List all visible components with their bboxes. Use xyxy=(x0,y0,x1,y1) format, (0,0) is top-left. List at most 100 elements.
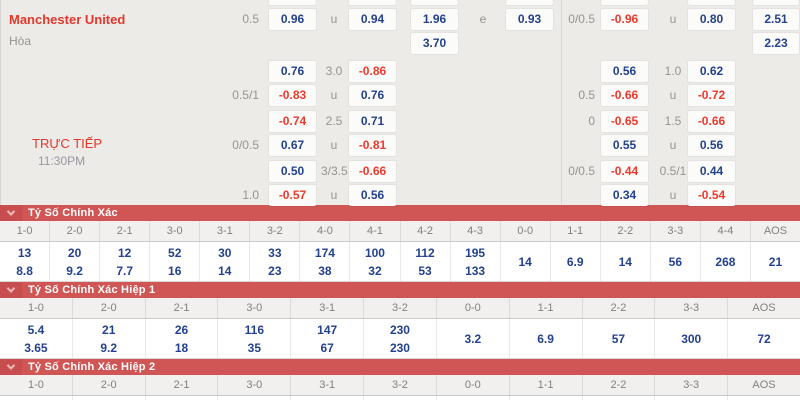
odds-box[interactable]: 0.76 xyxy=(269,61,316,82)
score-column-header: 4-2 xyxy=(399,221,450,241)
chevron-down-icon xyxy=(6,284,16,293)
score-odds-cell[interactable]: 21 9.2 xyxy=(71,319,145,358)
score-odds-cell[interactable]: 30 14 xyxy=(199,242,249,281)
collapse-toggle[interactable] xyxy=(0,282,22,298)
handicap-label: 1.5 xyxy=(664,114,682,128)
odds-box[interactable]: 0.56 xyxy=(601,61,648,82)
score-odds-cell[interactable]: 14 xyxy=(499,242,550,281)
score-odds-cell[interactable]: 6.9 xyxy=(549,242,600,281)
odds-box[interactable]: -0.57 xyxy=(269,185,316,206)
odds-box[interactable]: -0.44 xyxy=(601,161,648,182)
odds-box[interactable]: 0.80 xyxy=(688,9,735,30)
score-odds-cell[interactable] xyxy=(727,396,800,400)
collapse-toggle[interactable] xyxy=(0,359,22,375)
odds-box-partial[interactable] xyxy=(269,0,316,5)
score-odds-cell[interactable]: 230 230 xyxy=(363,319,436,358)
score-odds-cell[interactable]: 26 18 xyxy=(144,319,218,358)
score-odds-cell[interactable] xyxy=(508,396,582,400)
score-odds-cell[interactable]: 33 23 xyxy=(249,242,299,281)
score-odds-cell[interactable]: 52 16 xyxy=(149,242,199,281)
odds-box[interactable]: 0.50 xyxy=(269,161,316,182)
score-odds-cell[interactable] xyxy=(0,396,72,400)
odds-box-partial[interactable] xyxy=(601,0,648,5)
score-odds-cell[interactable]: 195 133 xyxy=(449,242,500,281)
score-odds-cell[interactable]: 174 38 xyxy=(299,242,349,281)
score-odds-value: 133 xyxy=(465,263,486,278)
section-header-bar[interactable]: Tỷ Số Chính Xác Hiệp 2 xyxy=(0,359,800,375)
score-odds-cell[interactable]: 21 xyxy=(749,242,800,281)
odds-box[interactable]: 0.93 xyxy=(506,9,553,30)
score-odds-cell[interactable] xyxy=(217,396,290,400)
collapse-toggle[interactable] xyxy=(0,205,22,221)
score-odds-cell[interactable]: 72 xyxy=(727,319,800,358)
section-header-bar[interactable]: Tỷ Số Chính Xác Hiệp 1 xyxy=(0,282,800,298)
score-odds-value: 116 xyxy=(244,322,265,337)
score-odds-cell[interactable]: 116 35 xyxy=(217,319,290,358)
score-odds-cell[interactable] xyxy=(581,396,655,400)
score-odds-value: 57 xyxy=(611,331,626,346)
handicap-label: 0 xyxy=(588,114,595,128)
odds-box-partial[interactable] xyxy=(688,0,735,5)
odds-box-partial[interactable] xyxy=(349,0,396,5)
score-odds-cell[interactable]: 300 xyxy=(654,319,727,358)
odds-box[interactable]: -0.83 xyxy=(269,85,316,106)
odds-box[interactable]: 0.71 xyxy=(349,111,396,132)
score-odds-value: 14 xyxy=(618,254,632,269)
odds-box[interactable]: -0.65 xyxy=(601,111,648,132)
handicap-label: 0.5/1 xyxy=(232,88,259,102)
score-odds-cell[interactable]: 14 xyxy=(599,242,650,281)
odds-box[interactable]: 2.23 xyxy=(753,33,799,54)
odds-box[interactable]: -0.54 xyxy=(688,185,735,206)
score-odds-cell[interactable]: 57 xyxy=(581,319,655,358)
score-odds-cell[interactable] xyxy=(144,396,218,400)
score-odds-cell[interactable] xyxy=(363,396,436,400)
score-column-header: 2-1 xyxy=(99,221,149,241)
odds-box[interactable]: -0.66 xyxy=(601,85,648,106)
odds-box-partial[interactable] xyxy=(506,0,553,5)
odds-box[interactable]: 0.55 xyxy=(601,135,648,156)
score-odds-cell[interactable]: 56 xyxy=(649,242,700,281)
odds-box[interactable]: -0.66 xyxy=(349,161,396,182)
odds-box[interactable]: 0.62 xyxy=(688,61,735,82)
odds-box[interactable]: -0.86 xyxy=(349,61,396,82)
score-odds-cell[interactable]: 112 53 xyxy=(399,242,450,281)
score-odds-value: 35 xyxy=(247,340,262,355)
odds-box[interactable]: -0.74 xyxy=(269,111,316,132)
odds-box[interactable]: 0.44 xyxy=(688,161,735,182)
odds-box[interactable]: 0.96 xyxy=(269,9,316,30)
score-odds-value: 6.9 xyxy=(566,254,584,269)
odds-box[interactable]: 0.94 xyxy=(349,9,396,30)
section-header-bar[interactable]: Tỷ Số Chính Xác xyxy=(0,205,800,221)
odds-box[interactable]: 0.56 xyxy=(349,185,396,206)
score-odds-cell[interactable]: 13 8.8 xyxy=(0,242,49,281)
score-odds-cell[interactable] xyxy=(435,396,509,400)
odds-box[interactable]: -0.81 xyxy=(349,135,396,156)
odds-box[interactable]: 1.96 xyxy=(411,9,458,30)
odds-box[interactable]: -0.66 xyxy=(688,111,735,132)
odds-box-partial[interactable] xyxy=(753,0,799,5)
score-column-header: 3-1 xyxy=(199,221,249,241)
odds-box[interactable]: -0.72 xyxy=(688,85,735,106)
score-odds-cell[interactable] xyxy=(71,396,145,400)
score-odds-cell[interactable] xyxy=(654,396,727,400)
odds-box[interactable]: 0.76 xyxy=(349,85,396,106)
score-odds-cell[interactable]: 3.2 xyxy=(435,319,509,358)
score-odds-value: 13 xyxy=(17,245,32,260)
score-odds-cell[interactable]: 5.4 3.65 xyxy=(0,319,72,358)
score-odds-cell[interactable]: 147 67 xyxy=(290,319,363,358)
odds-box[interactable]: 0.67 xyxy=(269,135,316,156)
odds-box[interactable]: -0.96 xyxy=(601,9,648,30)
odds-box[interactable]: 2.51 xyxy=(753,9,799,30)
odds-box-partial[interactable] xyxy=(411,0,458,5)
odds-box[interactable]: 0.56 xyxy=(688,135,735,156)
score-odds-cell[interactable] xyxy=(290,396,363,400)
odds-box[interactable]: 3.70 xyxy=(411,33,458,54)
score-odds-cell[interactable]: 268 xyxy=(699,242,750,281)
score-odds-cell[interactable]: 12 7.7 xyxy=(99,242,149,281)
handicap-label: u xyxy=(669,138,677,152)
odds-box[interactable]: 0.34 xyxy=(601,185,648,206)
score-odds-cell[interactable]: 6.9 xyxy=(508,319,582,358)
score-odds-cell[interactable]: 100 32 xyxy=(349,242,399,281)
score-odds-cell[interactable]: 20 9.2 xyxy=(49,242,99,281)
handicap-label: u xyxy=(330,12,338,26)
